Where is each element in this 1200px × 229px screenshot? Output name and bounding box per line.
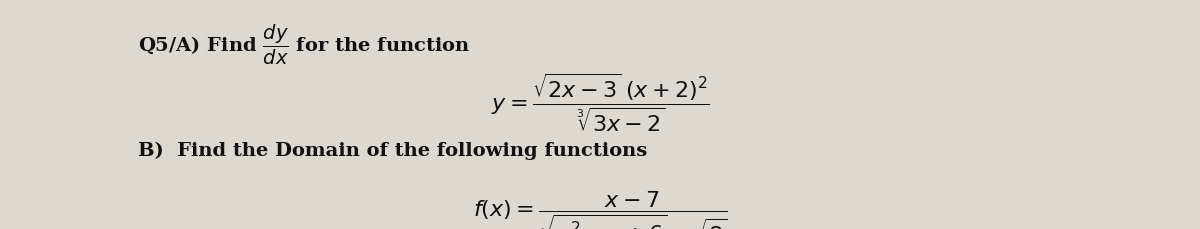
Text: $y = \dfrac{\sqrt{2x-3}\;(x+2)^2}{\sqrt[3]{3x-2}}$: $y = \dfrac{\sqrt{2x-3}\;(x+2)^2}{\sqrt[… bbox=[491, 72, 709, 134]
Text: Q5/A) Find $\dfrac{dy}{dx}$ for the function: Q5/A) Find $\dfrac{dy}{dx}$ for the func… bbox=[138, 23, 470, 67]
Text: B)  Find the Domain of the following functions: B) Find the Domain of the following func… bbox=[138, 142, 647, 160]
Text: $f(x) = \dfrac{x-7}{\sqrt{x^2-x+6}-\sqrt{8}}$: $f(x) = \dfrac{x-7}{\sqrt{x^2-x+6}-\sqrt… bbox=[473, 190, 727, 229]
